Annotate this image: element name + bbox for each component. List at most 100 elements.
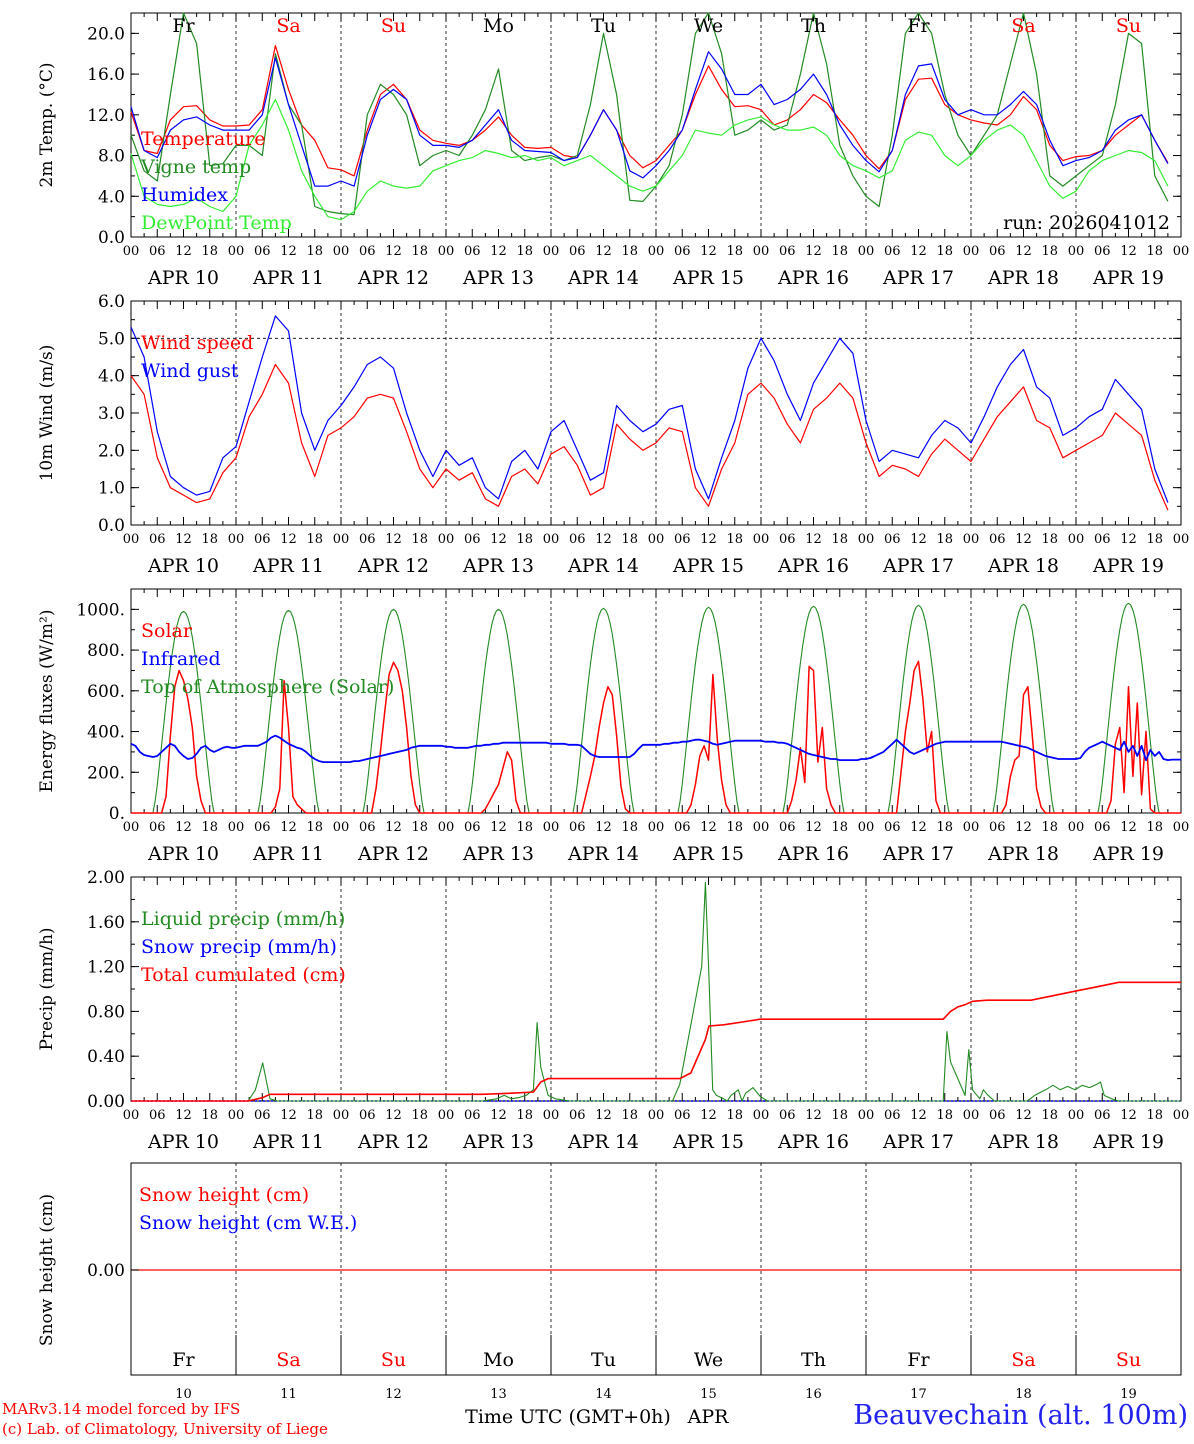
hour-tick-label: 12 [910, 1108, 927, 1123]
day-name-label: Su [1116, 15, 1141, 37]
day-name-label: Su [381, 15, 406, 37]
day-name-label: Tu [591, 1349, 616, 1371]
hour-tick-label: 06 [674, 532, 691, 547]
series-line-liquid-precip [131, 882, 1181, 1102]
hour-tick-label: 18 [621, 244, 638, 259]
date-label: APR 17 [882, 843, 954, 865]
series-line-solar [131, 660, 1181, 814]
hour-tick-label: 00 [753, 820, 770, 835]
hour-tick-label: 00 [648, 820, 665, 835]
day-name-label: Fr [907, 15, 930, 37]
station-title: Beauvechain (alt. 100m) [853, 1400, 1188, 1431]
legend-entry: Solar [141, 620, 193, 642]
hour-tick-label: 06 [779, 244, 796, 259]
day-name-label: Fr [172, 1349, 195, 1371]
x-axis-month: APR [687, 1406, 730, 1428]
y-tick-label: 20.0 [87, 24, 125, 44]
series-line-humidex [130, 51, 1169, 187]
hour-tick-label: 06 [569, 820, 586, 835]
hour-tick-label: 06 [1094, 820, 1111, 835]
hour-tick-label: 00 [438, 244, 455, 259]
hour-tick-label: 00 [333, 820, 350, 835]
hour-tick-label: 06 [254, 532, 271, 547]
hour-tick-label: 12 [175, 244, 192, 259]
hour-tick-label: 18 [516, 532, 533, 547]
model-credit: MARv3.14 model forced by IFS [2, 1400, 241, 1418]
hour-tick-label: 12 [700, 820, 717, 835]
hour-tick-label: 00 [963, 244, 980, 259]
hour-tick-label: 18 [831, 820, 848, 835]
hour-tick-label: 18 [936, 1108, 953, 1123]
hour-tick-label: 00 [228, 244, 245, 259]
series-line-total-cumulated [131, 981, 1181, 1102]
hour-tick-label: 06 [464, 1108, 481, 1123]
y-tick-label: 200. [87, 763, 125, 783]
hour-tick-label: 12 [280, 244, 297, 259]
hour-tick-label: 12 [805, 532, 822, 547]
date-label: APR 19 [1092, 1131, 1164, 1153]
hour-tick-label: 06 [779, 1108, 796, 1123]
hour-tick-label: 12 [910, 532, 927, 547]
hour-tick-label: 00 [333, 1108, 350, 1123]
legend-entry: Total cumulated (cm) [141, 964, 346, 986]
y-tick-label: 600. [87, 682, 125, 702]
hour-tick-label: 18 [621, 820, 638, 835]
hour-tick-label: 00 [648, 1108, 665, 1123]
legend-entry: Vigne temp [140, 156, 251, 178]
y-tick-label: 1000. [76, 600, 125, 620]
hour-tick-label: 18 [411, 532, 428, 547]
y-tick-label: 2.00 [87, 868, 125, 888]
hour-tick-label: 12 [1120, 532, 1137, 547]
day-number-label: 18 [1015, 1387, 1032, 1402]
hour-tick-label: 18 [726, 1108, 743, 1123]
hour-tick-label: 18 [306, 1108, 323, 1123]
hour-tick-label: 00 [543, 532, 560, 547]
hour-tick-label: 12 [1015, 1108, 1032, 1123]
x-axis-title: Time UTC (GMT+0h) [465, 1406, 671, 1428]
day-name-label: Mo [483, 1349, 514, 1371]
series-line-infrared [130, 734, 1181, 763]
hour-tick-label: 00 [438, 1108, 455, 1123]
legend-entry: DewPoint Temp [141, 212, 292, 234]
y-tick-label: 1.0 [98, 479, 125, 499]
day-number-label: 14 [595, 1387, 612, 1402]
legend-entry: Wind gust [141, 360, 239, 382]
day-name-label: Su [381, 1349, 406, 1371]
hour-tick-label: 00 [963, 820, 980, 835]
hour-tick-label: 06 [779, 820, 796, 835]
hour-tick-label: 18 [411, 1108, 428, 1123]
y-tick-label: 0.00 [87, 1092, 125, 1112]
hour-tick-label: 06 [674, 244, 691, 259]
y-tick-label: 0.80 [87, 1002, 125, 1022]
hour-tick-label: 00 [858, 244, 875, 259]
hour-tick-label: 06 [569, 1108, 586, 1123]
day-number-label: 19 [1120, 1387, 1137, 1402]
y-tick-label: 2.0 [98, 441, 125, 461]
day-name-label: We [694, 15, 723, 37]
hour-tick-label: 00 [648, 532, 665, 547]
y-tick-label: 400. [87, 723, 125, 743]
hour-tick-label: 06 [254, 820, 271, 835]
hour-tick-label: 00 [753, 532, 770, 547]
date-label: APR 10 [147, 1131, 219, 1153]
hour-tick-label: 18 [831, 244, 848, 259]
hour-tick-label: 12 [175, 532, 192, 547]
legend-entry: Top of Atmosphere (Solar) [141, 676, 394, 698]
hour-tick-label: 18 [1146, 532, 1163, 547]
series-line-wind-speed [130, 363, 1169, 511]
y-axis-label-precip: Precip (mm/h) [37, 927, 57, 1050]
hour-tick-label: 06 [884, 1108, 901, 1123]
date-label: APR 14 [567, 267, 639, 289]
hour-tick-label: 18 [936, 820, 953, 835]
hour-tick-label: 18 [306, 244, 323, 259]
legend-entry: Wind speed [141, 332, 253, 354]
day-number-label: 17 [910, 1387, 927, 1402]
run-label: run: 2026041012 [1003, 212, 1170, 234]
day-name-label: We [694, 1349, 723, 1371]
hour-tick-label: 12 [490, 532, 507, 547]
day-number-label: 10 [175, 1387, 192, 1402]
y-tick-label: 0.00 [87, 1261, 125, 1281]
y-tick-label: 0.0 [98, 228, 125, 248]
date-label: APR 13 [462, 1131, 534, 1153]
hour-tick-label: 18 [936, 244, 953, 259]
